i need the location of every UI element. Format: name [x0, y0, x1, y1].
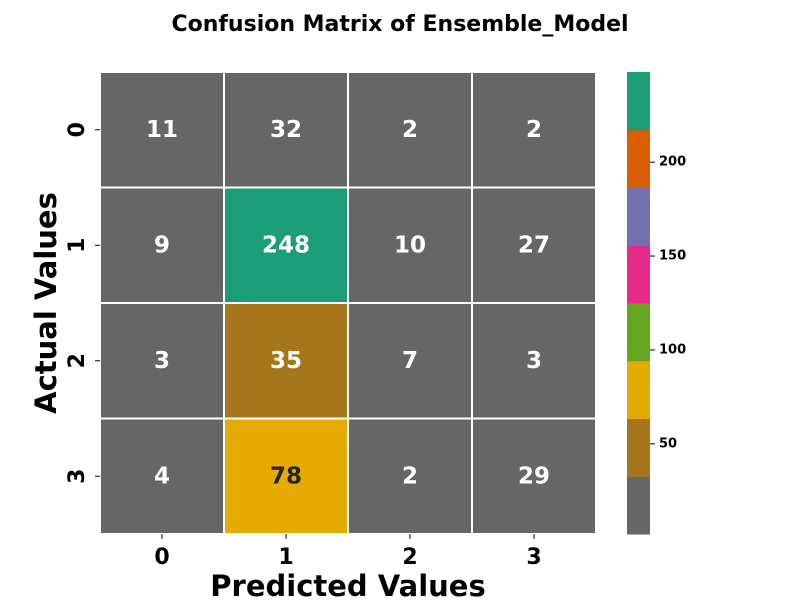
cell-value-label: 32: [270, 117, 302, 143]
heatmap-cell-labels: 11 32 2 29 248 10 273 35 7 34 78 2 29: [146, 117, 550, 490]
heatmap-cell: [471, 186, 597, 304]
heatmap-cell: [471, 417, 597, 535]
heatmap-cell: [347, 71, 473, 189]
cell-value-label: 3: [154, 348, 170, 374]
cell-value-label: 11: [146, 117, 178, 143]
chart-title: Confusion Matrix of Ensemble_Model: [171, 12, 628, 37]
colorbar-tick-label: 50: [659, 436, 677, 451]
colorbar-segment: [627, 360, 650, 419]
colorbar-tick-label: 200: [659, 155, 686, 170]
colorbar-segment: [627, 418, 650, 477]
cell-value-label: 78: [270, 463, 302, 489]
cell-value-label: 4: [154, 463, 170, 489]
heatmap-cells: [99, 71, 597, 535]
cell-value-label: 2: [526, 117, 542, 143]
colorbar: [627, 72, 650, 535]
colorbar-segment: [627, 129, 650, 188]
colorbar-segment: [627, 476, 650, 535]
x-axis-label: Predicted Values: [210, 569, 485, 600]
colorbar-tick-label: 100: [659, 342, 686, 357]
x-tick-label: 0: [154, 545, 169, 570]
x-axis-ticks: 0 1 2 3: [154, 534, 542, 570]
colorbar-segment: [627, 245, 650, 304]
cell-value-label: 248: [262, 232, 310, 258]
colorbar-ticks: 50 100 150 200: [650, 155, 686, 451]
cell-value-label: 9: [154, 232, 170, 258]
colorbar-tick-label: 150: [659, 249, 686, 264]
y-axis-ticks: 0 1 2 3: [65, 122, 100, 484]
x-tick-label: 1: [278, 545, 293, 570]
heatmap-cell: [99, 71, 225, 189]
heatmap-cell: [223, 417, 349, 535]
cell-value-label: 7: [402, 348, 418, 374]
heatmap-cell: [471, 302, 597, 420]
heatmap-cell: [223, 71, 349, 189]
cell-value-label: 3: [526, 348, 542, 374]
y-tick-label: 3: [65, 469, 90, 484]
cell-value-label: 29: [518, 463, 550, 489]
heatmap-cell: [223, 186, 349, 304]
y-tick-label: 1: [65, 238, 90, 253]
cell-value-label: 27: [518, 232, 550, 258]
colorbar-segment: [627, 72, 650, 131]
cell-value-label: 2: [402, 117, 418, 143]
y-tick-label: 2: [65, 353, 90, 368]
heatmap-cell: [223, 302, 349, 420]
colorbar-segment: [627, 187, 650, 246]
y-tick-label: 0: [65, 122, 90, 137]
cell-value-label: 2: [402, 463, 418, 489]
cell-value-label: 35: [270, 348, 302, 374]
x-tick-label: 2: [402, 545, 417, 570]
cell-value-label: 10: [394, 232, 426, 258]
heatmap-cell: [471, 71, 597, 189]
y-axis-label: Actual Values: [29, 192, 63, 414]
colorbar-segment: [627, 303, 650, 362]
x-tick-label: 3: [526, 545, 541, 570]
